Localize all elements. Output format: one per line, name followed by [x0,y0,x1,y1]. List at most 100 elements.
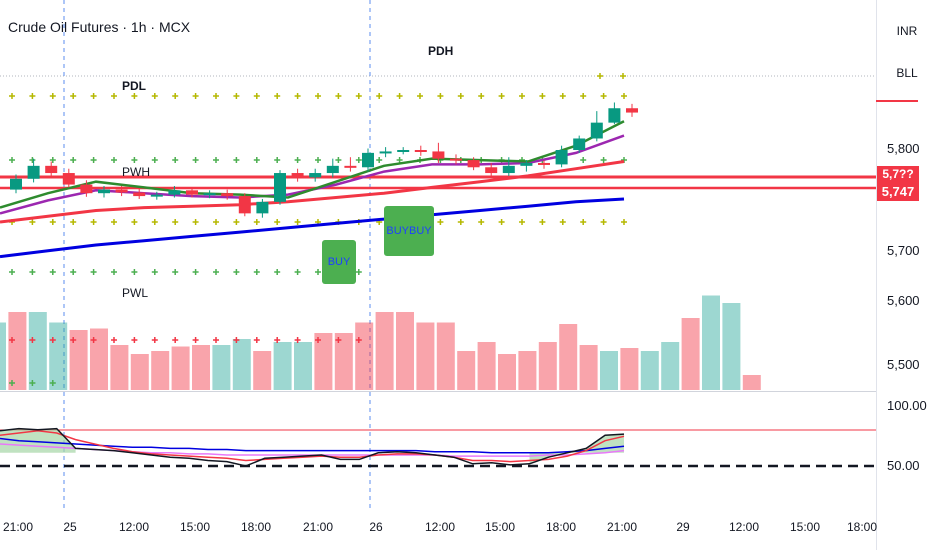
volume-bar [559,324,578,390]
candle-body [555,150,568,165]
candle-body [98,189,110,194]
volume-bar [273,342,292,390]
level-marker [294,337,301,343]
level-marker [192,93,199,99]
volume-bar [69,330,88,390]
level-marker [335,93,342,99]
x-tick-label: 15:00 [484,520,516,534]
volume-bar [151,351,170,390]
level-marker [437,219,444,225]
level-marker [111,219,117,225]
x-tick-label: 12:00 [424,520,456,534]
x-tick-label: 18:00 [846,520,878,534]
level-marker [192,219,199,225]
volume-bar [0,322,6,390]
level-marker [620,73,626,79]
candle-body [450,158,462,161]
level-marker [172,269,179,275]
level-marker [600,93,607,99]
level-marker [580,157,587,163]
x-tick-label: 25 [63,520,77,534]
volume-bar [232,339,251,390]
ema-line-green [0,120,625,209]
volume-bar [355,322,374,390]
level-marker [355,337,362,343]
level-marker [253,337,260,343]
candle-body [414,150,427,152]
level-marker [274,93,281,99]
pane-divider[interactable] [0,391,876,392]
buy-signal[interactable]: BUY [322,240,356,284]
level-marker [498,93,505,99]
level-marker [355,269,362,275]
currency-button[interactable]: INR [885,16,929,46]
candle-body [256,201,269,214]
volume-bar [375,312,394,390]
unit-button[interactable]: BLL [885,58,929,88]
candle-body [608,108,621,123]
level-marker [192,157,199,163]
level-marker [131,157,138,163]
osc-line-blue [0,437,625,454]
y-tick-label: 5,800 [887,141,920,156]
volume-bar [620,348,639,390]
volume-bar [640,351,659,390]
level-marker [335,337,342,343]
ema-line-blue [0,197,625,259]
level-marker [111,93,117,99]
candle-body [10,178,22,190]
level-marker [559,93,566,99]
level-marker [519,93,525,99]
level-label-pwl: PWL [122,286,149,300]
volume-bar [600,351,618,390]
level-marker [457,219,464,225]
level-marker [274,269,281,275]
level-marker [172,157,179,163]
candle-body [573,138,586,150]
candle-body [274,173,286,202]
level-marker [294,219,301,225]
level-marker [355,93,362,99]
x-tick-label: 15:00 [179,520,211,534]
price-scale-divider [876,0,877,550]
level-marker [131,269,138,275]
level-marker [580,219,587,225]
buy-signal-double[interactable]: BUYBUY [384,206,434,256]
x-tick-label: 26 [369,520,383,534]
unit-underline [876,100,918,102]
level-marker [29,219,36,225]
x-tick-label: 12:00 [728,520,760,534]
price-chart[interactable] [0,0,876,550]
candle-body [485,167,498,174]
candle-body [309,173,322,178]
level-marker [294,93,301,99]
x-tick-label: 21:00 [606,520,638,534]
volume-bar [314,333,333,390]
level-marker [172,93,179,99]
volume-bar [436,322,455,390]
level-marker [131,337,138,343]
volume-bar [722,303,741,390]
level-marker [9,93,15,99]
level-marker [335,157,342,163]
level-marker [376,93,383,99]
level-marker [213,219,219,225]
level-marker [396,93,403,99]
candle-body [150,194,163,197]
level-marker [29,269,36,275]
level-marker [49,93,56,99]
level-marker [621,219,627,225]
candle-body [397,150,410,152]
level-marker [131,93,138,99]
level-marker [233,93,240,99]
level-marker [274,157,281,163]
candle-body [45,165,58,174]
y-tick-label: 5,500 [887,357,920,372]
candle-body [520,162,533,166]
candle-body [432,151,445,159]
volume-bar [294,342,312,390]
level-marker [151,93,158,99]
level-marker [9,157,15,163]
volume-bar [742,375,761,390]
